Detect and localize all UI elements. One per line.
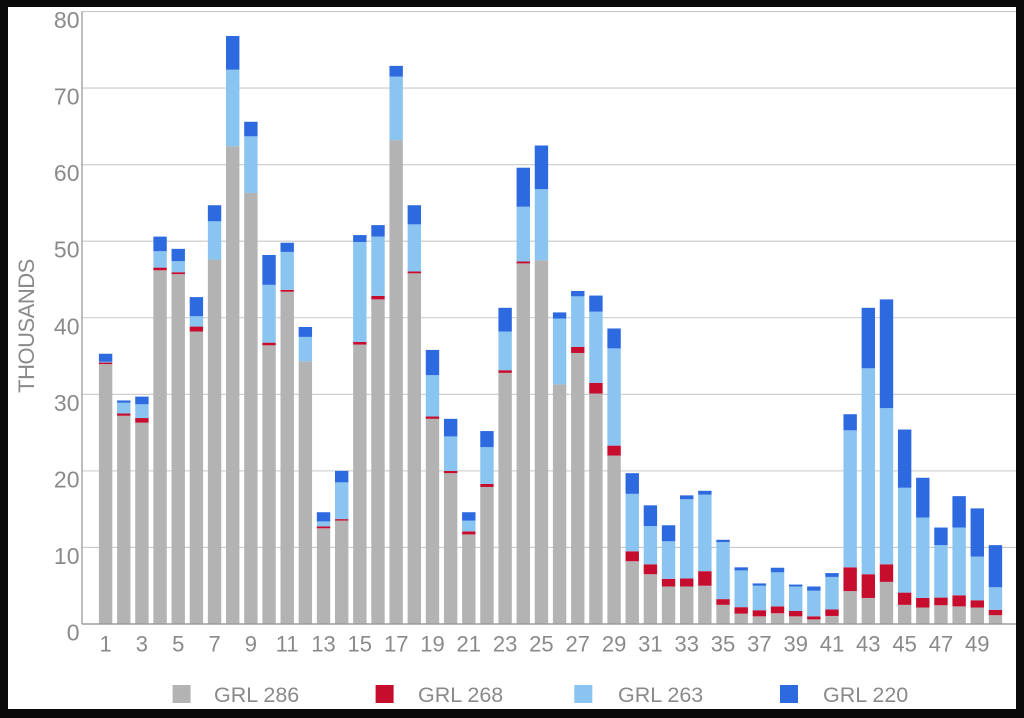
svg-text:GRL 220: GRL 220 xyxy=(823,683,908,707)
svg-text:43: 43 xyxy=(856,632,880,657)
svg-text:35: 35 xyxy=(711,632,735,657)
svg-text:40: 40 xyxy=(54,313,80,339)
svg-text:15: 15 xyxy=(348,632,372,657)
svg-text:30: 30 xyxy=(54,390,80,416)
svg-text:0: 0 xyxy=(67,620,80,646)
svg-text:47: 47 xyxy=(929,632,953,657)
svg-text:GRL 268: GRL 268 xyxy=(418,683,503,707)
svg-text:41: 41 xyxy=(820,632,844,657)
svg-text:50: 50 xyxy=(54,237,80,263)
svg-text:70: 70 xyxy=(54,84,80,110)
svg-text:THOUSANDS: THOUSANDS xyxy=(14,259,39,393)
svg-text:27: 27 xyxy=(566,632,590,657)
svg-text:20: 20 xyxy=(54,466,80,492)
svg-text:13: 13 xyxy=(311,632,335,657)
svg-text:21: 21 xyxy=(457,632,481,657)
svg-text:1: 1 xyxy=(99,632,111,657)
svg-text:23: 23 xyxy=(493,632,517,657)
svg-text:29: 29 xyxy=(602,632,626,657)
svg-text:45: 45 xyxy=(892,632,916,657)
svg-text:19: 19 xyxy=(420,632,444,657)
svg-text:60: 60 xyxy=(54,160,80,186)
svg-text:11: 11 xyxy=(276,632,299,657)
svg-text:5: 5 xyxy=(172,632,184,657)
svg-text:80: 80 xyxy=(54,7,80,33)
svg-text:3: 3 xyxy=(136,632,148,657)
svg-text:33: 33 xyxy=(674,632,698,657)
svg-text:25: 25 xyxy=(529,632,553,657)
svg-text:7: 7 xyxy=(208,632,220,657)
svg-text:37: 37 xyxy=(747,632,771,657)
svg-text:49: 49 xyxy=(965,632,989,657)
svg-text:9: 9 xyxy=(245,632,257,657)
svg-text:39: 39 xyxy=(783,632,807,657)
svg-text:10: 10 xyxy=(54,543,80,569)
svg-text:17: 17 xyxy=(384,632,408,657)
svg-text:GRL 286: GRL 286 xyxy=(214,683,299,707)
svg-text:GRL 263: GRL 263 xyxy=(618,683,703,707)
svg-text:31: 31 xyxy=(638,632,662,657)
